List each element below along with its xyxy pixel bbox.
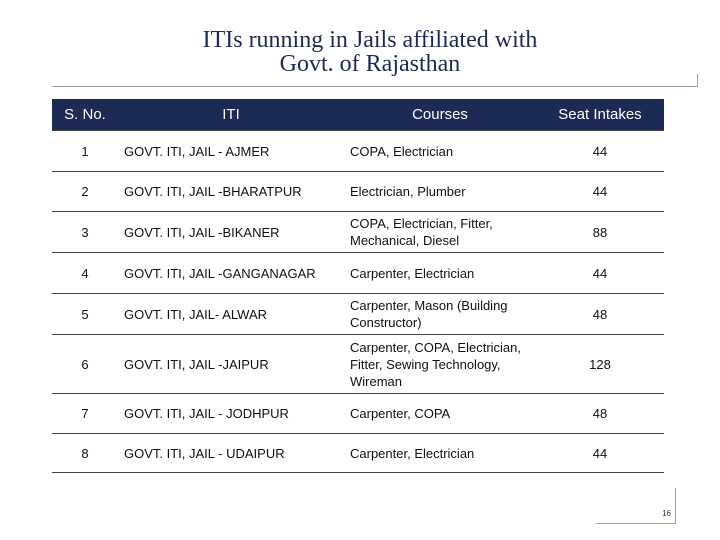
table-row: 5 GOVT. ITI, JAIL- ALWAR Carpenter, Maso… [52,293,664,335]
cell-sno: 2 [52,171,118,212]
cell-iti: GOVT. ITI, JAIL - AJMER [118,130,344,172]
cell-iti: GOVT. ITI, JAIL -BIKANER [118,211,344,253]
slide-title-line1: ITIs running in Jails affiliated with [202,27,538,53]
cell-iti: GOVT. ITI, JAIL -BHARATPUR [118,171,344,212]
table-row: 4 GOVT. ITI, JAIL -GANGANAGAR Carpenter,… [52,252,664,294]
iti-table: S. No. ITI Courses Seat Intakes 1 GOVT. … [52,99,664,473]
cell-seats: 48 [536,293,664,335]
table-row: 6 GOVT. ITI, JAIL -JAIPUR Carpenter, COP… [52,334,664,394]
title-divider [52,86,697,87]
page-number: 16 [662,509,671,518]
cell-sno: 8 [52,433,118,473]
cell-seats: 44 [536,130,664,172]
table-header-row: S. No. ITI Courses Seat Intakes [52,99,664,131]
cell-sno: 3 [52,211,118,253]
cell-courses: COPA, Electrician, Fitter, Mechanical, D… [344,211,536,253]
footer-frame-vertical [675,488,676,523]
cell-seats: 48 [536,393,664,434]
table-row: 3 GOVT. ITI, JAIL -BIKANER COPA, Electri… [52,211,664,253]
cell-sno: 5 [52,293,118,335]
header-courses: Courses [344,99,536,131]
cell-iti: GOVT. ITI, JAIL- ALWAR [118,293,344,335]
slide-title-line2: Govt. of Rajasthan [279,51,461,77]
cell-iti: GOVT. ITI, JAIL - UDAIPUR [118,433,344,473]
cell-seats: 128 [536,334,664,394]
cell-courses: Carpenter, Mason (Building Constructor) [344,293,536,335]
cell-courses: Carpenter, Electrician [344,252,536,294]
table-row: 1 GOVT. ITI, JAIL - AJMER COPA, Electric… [52,130,664,172]
cell-courses: Carpenter, COPA [344,393,536,434]
slide-title: ITIs running in Jails affiliated with Go… [0,28,720,76]
cell-iti: GOVT. ITI, JAIL - JODHPUR [118,393,344,434]
cell-sno: 1 [52,130,118,172]
cell-sno: 7 [52,393,118,434]
table-row: 7 GOVT. ITI, JAIL - JODHPUR Carpenter, C… [52,393,664,434]
header-iti: ITI [118,99,344,131]
header-sno: S. No. [52,99,118,131]
cell-courses: Electrician, Plumber [344,171,536,212]
header-seat-intakes: Seat Intakes [536,99,664,131]
table-row: 2 GOVT. ITI, JAIL -BHARATPUR Electrician… [52,171,664,212]
cell-iti: GOVT. ITI, JAIL -JAIPUR [118,334,344,394]
cell-sno: 6 [52,334,118,394]
cell-courses: COPA, Electrician [344,130,536,172]
table-row: 8 GOVT. ITI, JAIL - UDAIPUR Carpenter, E… [52,433,664,473]
cell-seats: 44 [536,252,664,294]
cell-iti: GOVT. ITI, JAIL -GANGANAGAR [118,252,344,294]
cell-courses: Carpenter, Electrician [344,433,536,473]
cell-seats: 44 [536,433,664,473]
footer-frame-horizontal [596,523,676,524]
cell-seats: 44 [536,171,664,212]
title-divider-end [697,74,698,87]
cell-sno: 4 [52,252,118,294]
cell-seats: 88 [536,211,664,253]
cell-courses: Carpenter, COPA, Electrician, Fitter, Se… [344,334,536,394]
